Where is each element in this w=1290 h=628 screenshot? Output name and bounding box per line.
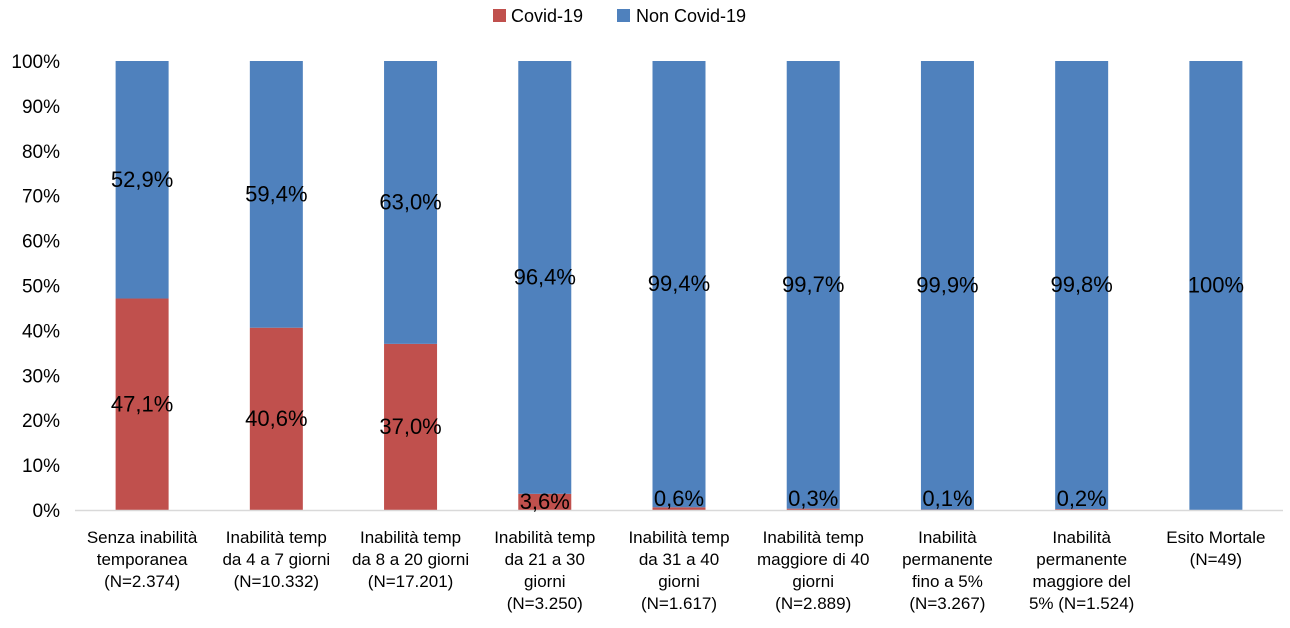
x-tick-label-line: 5% (N=1.524) [1029, 594, 1134, 613]
legend-swatch-covid-19 [493, 9, 506, 22]
data-label-non-covid-19: 100% [1188, 273, 1244, 298]
data-label-non-covid-19: 96,4% [514, 264, 576, 289]
y-axis: 0% 10% 20% 30% 40% 50% 60% 70% 80% 90% 100% [11, 52, 60, 522]
x-tick-label-line: Inabilità temp [360, 528, 461, 547]
bar-covid-19 [249, 327, 303, 510]
x-axis: Senza inabilità temporanea (N=2.374) Inabil… [75, 509, 1283, 613]
legend: Covid-19 Non Covid-19 [493, 6, 746, 26]
data-label-non-covid-19: 59,4% [245, 181, 307, 206]
x-tick-label-line: da 21 a 30 [505, 550, 585, 569]
y-tick-label: 30% [22, 366, 60, 387]
data-label-covid-19: 47,1% [111, 391, 173, 416]
x-tick-label-line: temporanea [97, 550, 188, 569]
x-tick-label-line: da 8 a 20 giorni [352, 550, 469, 569]
x-tick-label-line: giorni [658, 572, 700, 591]
y-tick-label: 40% [22, 321, 60, 342]
data-label-non-covid-19: 99,9% [916, 272, 978, 297]
x-tick-label-line: Inabilità [918, 528, 977, 547]
x-tick-label-line: Inabilità temp [494, 528, 595, 547]
x-tick-label-line: (N=49) [1190, 550, 1242, 569]
legend-label-non-covid-19: Non Covid-19 [636, 6, 746, 26]
x-tick-label-line: (N=3.250) [507, 594, 583, 613]
x-tick-label-line: (N=1.617) [641, 594, 717, 613]
data-label-covid-19: 3,6% [520, 489, 570, 514]
data-label-covid-19: 40,6% [245, 406, 307, 431]
x-tick-label: Inabilità temp da 8 a 20 giorni (N=17.201) [352, 528, 469, 591]
data-label-non-covid-19: 99,7% [782, 272, 844, 297]
bar-non-covid-19 [249, 61, 303, 328]
y-tick-label: 80% [22, 142, 60, 163]
y-tick-label: 20% [22, 411, 60, 432]
data-label-non-covid-19: 99,8% [1050, 272, 1112, 297]
legend-swatch-non-covid-19 [617, 9, 630, 22]
x-tick-label-line: giorni [792, 572, 834, 591]
y-tick-label: 90% [22, 97, 60, 118]
x-tick-label: Inabilità permanente fino a 5% (N=3.267) [902, 528, 993, 613]
y-tick-label: 0% [33, 501, 61, 522]
data-label-covid-19: 0,6% [654, 486, 704, 511]
bar-non-covid-19 [1055, 61, 1109, 510]
x-tick-label-line: Inabilità temp [763, 528, 864, 547]
data-label-covid-19: 0,3% [788, 486, 838, 511]
x-tick-label: Inabilità temp da 4 a 7 giorni (N=10.332) [222, 528, 330, 591]
bars [115, 61, 1243, 510]
x-tick-label-line: Inabilità temp [226, 528, 327, 547]
data-label-covid-19: 37,0% [379, 414, 441, 439]
x-tick-label-line: (N=17.201) [368, 572, 454, 591]
bar-non-covid-19 [1189, 61, 1243, 510]
data-label-non-covid-19: 63,0% [379, 189, 441, 214]
x-tick-label: Inabilità temp da 31 a 40 giorni (N=1.617) [628, 528, 729, 613]
x-tick-label-line: permanente [902, 550, 993, 569]
bar-non-covid-19 [920, 61, 974, 510]
bar-covid-19 [1055, 509, 1109, 510]
bar-covid-19 [518, 493, 572, 510]
bar-non-covid-19 [384, 61, 438, 344]
x-tick-label-line: (N=3.267) [909, 594, 985, 613]
x-tick-label-line: da 4 a 7 giorni [222, 550, 330, 569]
x-tick-label: Senza inabilità temporanea (N=2.374) [87, 528, 198, 591]
y-tick-label: 10% [22, 456, 60, 477]
x-tick-label-line: Inabilità temp [628, 528, 729, 547]
x-tick-label-line: giorni [524, 572, 566, 591]
legend-label-covid-19: Covid-19 [511, 6, 583, 26]
bar-non-covid-19 [115, 61, 169, 299]
x-tick-label-line: (N=10.332) [234, 572, 320, 591]
bar-covid-19 [384, 343, 438, 510]
y-tick-label: 70% [22, 187, 60, 208]
x-tick-label-line: permanente [1036, 550, 1127, 569]
x-tick-label: Inabilità permanente maggiore del 5% (N=1.5… [1029, 528, 1134, 613]
bar-non-covid-19 [518, 61, 572, 494]
data-labels: 47,1% 52,9% 40,6% 59,4% 37,0% 63,0% 3,6% 96,4% 0… [111, 167, 1244, 514]
bar-non-covid-19 [786, 61, 840, 509]
data-label-non-covid-19: 99,4% [648, 271, 710, 296]
x-tick-label-line: Senza inabilità [87, 528, 198, 547]
x-tick-label-line: maggiore del [1033, 572, 1131, 591]
x-tick-label-line: (N=2.889) [775, 594, 851, 613]
x-tick-label-line: (N=2.374) [104, 572, 180, 591]
y-tick-label: 100% [11, 52, 60, 73]
bar-covid-19 [652, 507, 706, 510]
x-tick-label: Inabilità temp da 21 a 30 giorni (N=3.250) [494, 528, 595, 613]
bar-covid-19 [786, 508, 840, 510]
bar-covid-19 [115, 298, 169, 510]
data-label-covid-19: 0,1% [922, 486, 972, 511]
data-label-non-covid-19: 52,9% [111, 167, 173, 192]
x-tick-label-line: Inabilità [1052, 528, 1111, 547]
data-label-covid-19: 0,2% [1057, 486, 1107, 511]
x-tick-label: Inabilità temp maggiore di 40 giorni (N=2.8… [757, 528, 869, 613]
y-tick-label: 60% [22, 232, 60, 253]
x-tick-label-line: da 31 a 40 [639, 550, 719, 569]
x-tick-label-line: fino a 5% [912, 572, 983, 591]
x-tick-label-line: maggiore di 40 [757, 550, 869, 569]
x-tick-label-line: Esito Mortale [1166, 528, 1265, 547]
x-tick-label: Esito Mortale (N=49) [1166, 528, 1265, 569]
y-tick-label: 50% [22, 277, 60, 298]
bar-non-covid-19 [652, 61, 706, 508]
